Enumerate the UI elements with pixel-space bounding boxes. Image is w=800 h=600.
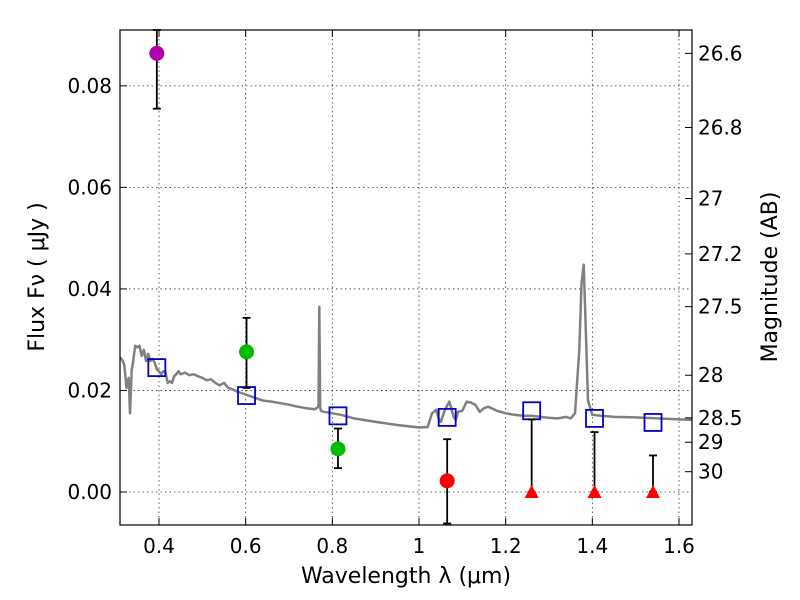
model-photometry-square <box>147 358 167 378</box>
model-photometry-square <box>437 407 457 427</box>
right-tick-label: 30 <box>698 460 723 484</box>
upper-limit-triangle <box>524 485 539 498</box>
x-tick-label: 0.8 <box>316 534 348 558</box>
observed-red-point <box>439 473 455 489</box>
right-tick-label: 27.2 <box>698 242 743 266</box>
right-tick-label: 27 <box>698 187 723 211</box>
x-axis-title: Wavelength λ (μm) <box>301 564 511 589</box>
grid-layer <box>120 30 692 525</box>
tick-layer <box>120 30 692 525</box>
x-tick-label: 0.4 <box>143 534 175 558</box>
x-tick-label: 1.4 <box>576 534 608 558</box>
x-tick-label: 1 <box>413 534 426 558</box>
right-tick-label: 26.6 <box>698 41 743 65</box>
model-photometry-square <box>585 408 604 428</box>
observed-green-point <box>239 344 255 360</box>
x-tick-label: 1.6 <box>663 534 695 558</box>
observed-green-point <box>330 441 346 457</box>
y-tick-label: 0.06 <box>67 175 112 199</box>
right-tick-label: 28.5 <box>698 406 743 430</box>
data-layer <box>119 29 693 525</box>
x-tick-label: 1.2 <box>490 534 522 558</box>
right-tick-label: 29 <box>698 430 723 454</box>
label-layer: 0.4 0.6 0.8 1 1.2 1.4 1.6 0.00 0.02 0.04 0.06 0.08 2… <box>67 41 742 558</box>
model-photometry-square <box>643 413 663 432</box>
model-photometry-square <box>328 406 348 426</box>
y-tick-label: 0.02 <box>67 378 112 402</box>
right-tick-label: 26.8 <box>698 115 743 139</box>
y-axis-title: Flux Fν ( μJy ) <box>25 202 50 351</box>
y-tick-label: 0.04 <box>67 277 112 301</box>
y-tick-label: 0.08 <box>67 74 112 98</box>
observed-violet-point <box>149 45 165 61</box>
upper-limit-triangle <box>587 485 602 498</box>
x-tick-label: 0.6 <box>230 534 262 558</box>
upper-limit-triangle <box>646 485 660 498</box>
y-axis-right-title: Magnitude (AB) <box>758 192 783 363</box>
right-tick-label: 27.5 <box>698 295 743 319</box>
y-tick-label: 0.00 <box>67 480 112 504</box>
plot-frame <box>119 29 693 526</box>
right-tick-label: 28 <box>698 363 723 387</box>
